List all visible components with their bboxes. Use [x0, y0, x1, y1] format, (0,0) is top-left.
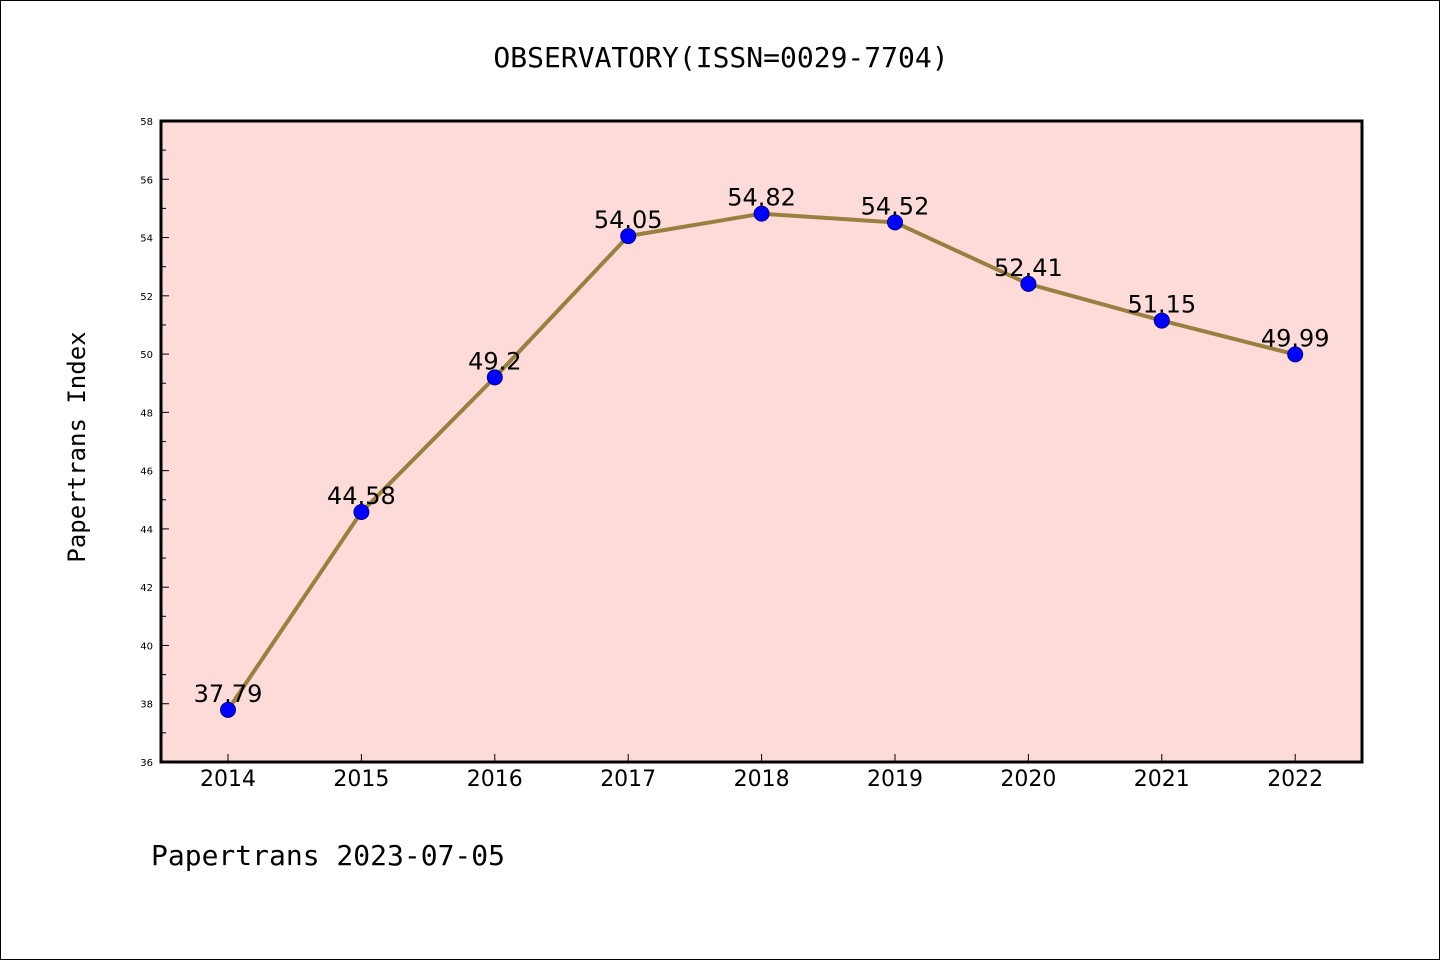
marker-layer: [220, 205, 1304, 718]
data-point-marker: [887, 214, 903, 231]
plot-border: [159, 119, 1364, 764]
chart-title: OBSERVATORY(ISSN=0029-7704): [493, 41, 948, 74]
data-point-marker: [1020, 275, 1037, 292]
data-point-marker: [753, 205, 770, 222]
y-tick-label: 46: [140, 467, 153, 478]
data-point-marker: [1287, 346, 1304, 363]
footer-text: Papertrans 2023-07-05: [151, 839, 505, 872]
y-tick-label: 48: [140, 408, 153, 419]
y-axis-label: Papertrans Index: [63, 331, 91, 562]
data-point-marker: [486, 369, 503, 386]
y-tick-label: 38: [140, 700, 153, 711]
data-point-marker: [220, 701, 236, 718]
y-tick-label: 36: [140, 758, 153, 769]
x-tick-label: 2021: [1134, 767, 1190, 792]
y-tick-label: 56: [140, 175, 153, 186]
data-point-marker: [1153, 312, 1170, 329]
x-tick-label: 2016: [467, 767, 523, 792]
y-tick-label: 42: [140, 583, 153, 594]
x-tick-label: 2015: [333, 767, 389, 792]
data-point-marker: [353, 504, 370, 521]
data-point-label: 37.79: [194, 680, 263, 708]
data-point-label: 54.05: [594, 206, 663, 234]
x-tick-label: 2019: [867, 767, 923, 792]
data-point-label: 54.82: [727, 184, 796, 212]
data-point-label: 44.58: [327, 482, 396, 510]
x-axis-ticks: 2014 2015 2016 2017 2018 2019 2020 2021 2022: [200, 754, 1323, 792]
y-tick-label: 58: [140, 117, 153, 128]
data-point-label: 51.15: [1127, 291, 1196, 319]
x-tick-label: 2020: [1000, 767, 1056, 792]
y-tick-label: 44: [140, 525, 153, 536]
y-tick-label: 50: [140, 350, 153, 361]
x-tick-label: 2014: [200, 767, 256, 792]
data-point-marker: [620, 228, 637, 245]
data-label-layer: 37.79 44.58 49.2 54.05 54.82 54.52 52.41 51.15 4…: [194, 184, 1330, 708]
data-point-label: 49.2: [468, 347, 521, 375]
x-tick-label: 2018: [734, 767, 790, 792]
data-point-label: 49.99: [1261, 324, 1330, 352]
y-tick-label: 52: [140, 292, 153, 303]
data-point-label: 54.52: [861, 192, 930, 220]
y-tick-label: 40: [140, 641, 153, 652]
y-tick-label: 54: [140, 234, 153, 245]
x-tick-label: 2022: [1267, 767, 1323, 792]
plot-area: [161, 121, 1362, 762]
x-tick-label: 2017: [600, 767, 656, 792]
data-point-label: 52.41: [994, 254, 1063, 282]
